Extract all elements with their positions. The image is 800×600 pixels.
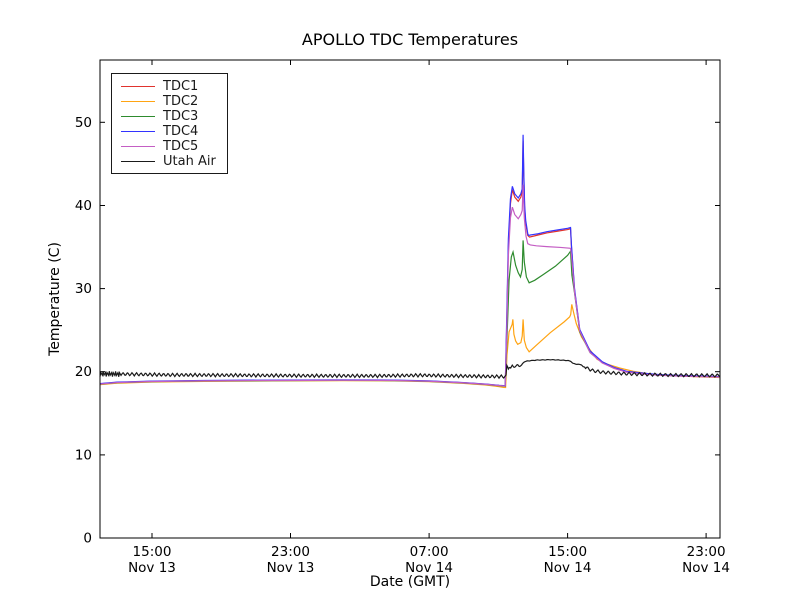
legend: TDC1 TDC2 TDC3 TDC4 TDC5 Utah Air [111, 73, 228, 174]
series-tdc1 [99, 140, 721, 387]
x-tick-date: Nov 13 [267, 560, 315, 576]
x-tick-date: Nov 14 [544, 560, 592, 576]
legend-swatch [121, 86, 155, 87]
legend-label: TDC5 [163, 139, 199, 154]
y-tick-label: 50 [75, 115, 92, 131]
legend-label: TDC4 [163, 124, 199, 139]
x-tick-date: Nov 14 [405, 560, 453, 576]
x-tick-date: Nov 14 [682, 560, 730, 576]
legend-swatch [121, 131, 155, 132]
chart-title: APOLLO TDC Temperatures [301, 30, 519, 49]
legend-item-tdc4: TDC4 [121, 124, 227, 139]
y-tick-label: 10 [75, 447, 92, 463]
series-tdc5 [99, 184, 721, 387]
x-axis-label: Date (GMT) [369, 574, 451, 590]
y-tick-label: 40 [75, 198, 92, 214]
y-tick-label: 20 [75, 364, 92, 380]
x-tick-time: 23:00 [271, 544, 310, 560]
legend-item-tdc5: TDC5 [121, 139, 227, 154]
legend-label: Utah Air [163, 154, 216, 169]
x-tick-time: 07:00 [410, 544, 449, 560]
legend-label: TDC3 [163, 109, 199, 124]
legend-item-tdc1: TDC1 [121, 79, 227, 94]
x-tick-date: Nov 13 [128, 560, 176, 576]
legend-swatch [121, 101, 155, 102]
legend-item-tdc3: TDC3 [121, 109, 227, 124]
x-tick-time: 15:00 [133, 544, 172, 560]
series-utah-air [99, 358, 721, 380]
axis-ticks [100, 60, 720, 539]
x-tick-time: 23:00 [687, 544, 726, 560]
series-tdc3 [99, 240, 721, 387]
legend-swatch [121, 146, 155, 147]
legend-label: TDC2 [163, 94, 199, 109]
y-tick-label: 30 [75, 281, 92, 297]
axes-frame [99, 59, 721, 539]
legend-swatch [121, 161, 155, 162]
legend-label: TDC1 [163, 79, 199, 94]
y-tick-label: 0 [83, 531, 92, 547]
legend-item-tdc2: TDC2 [121, 94, 227, 109]
legend-swatch [121, 116, 155, 117]
y-axis-label: Temperature (C) [47, 242, 63, 356]
x-tick-time: 15:00 [548, 544, 587, 560]
legend-item-utah-air: Utah Air [121, 154, 227, 169]
